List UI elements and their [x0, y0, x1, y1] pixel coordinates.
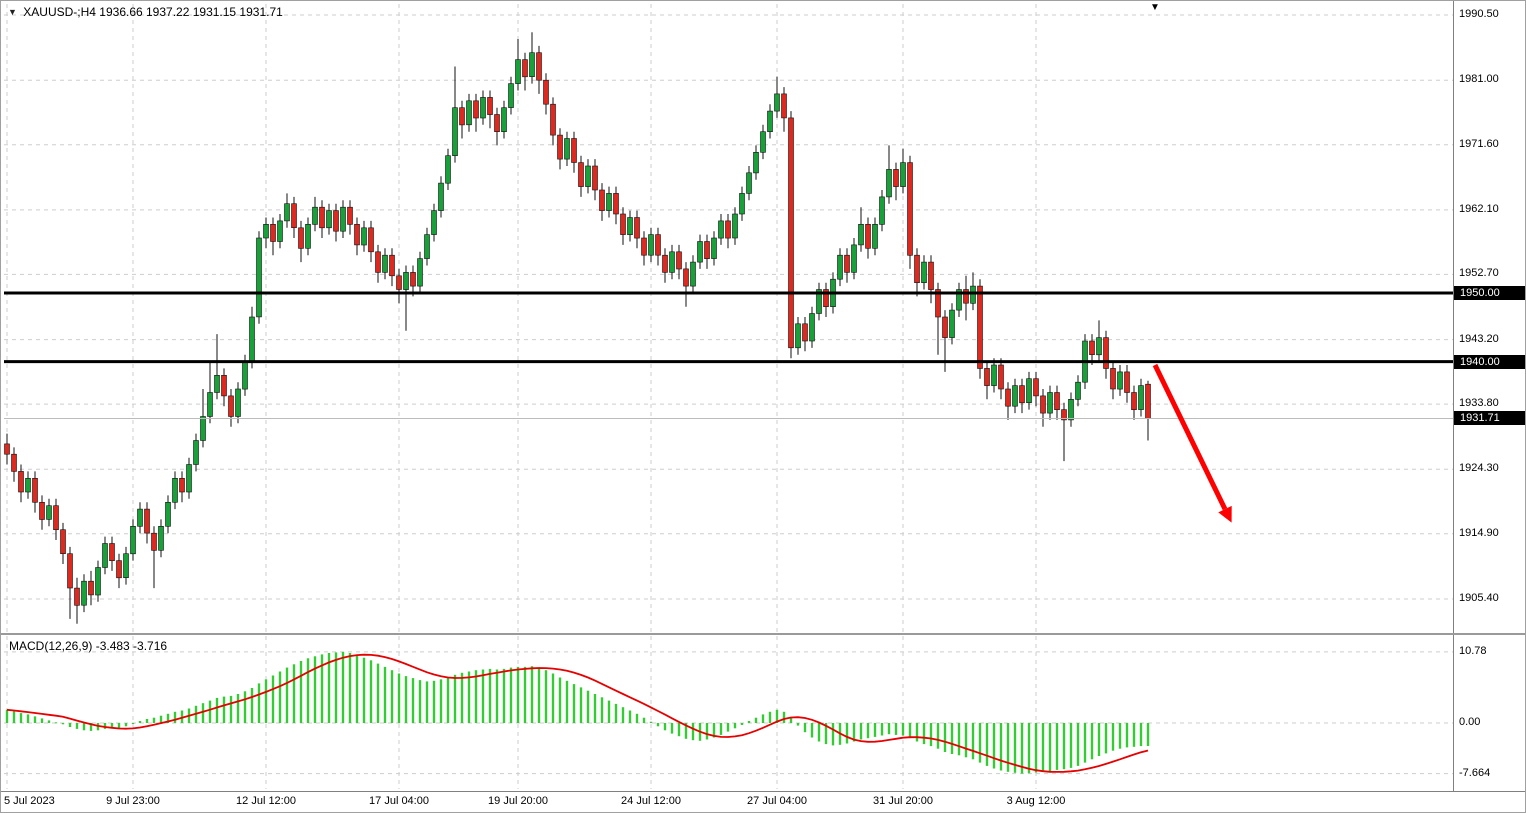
trend-arrow-annotation[interactable] [1152, 363, 1232, 523]
time-axis-border [1, 791, 1525, 792]
macd-axis-label: 0.00 [1459, 716, 1481, 728]
time-axis-label: 3 Aug 12:00 [1006, 795, 1066, 807]
time-axis-label: 27 Jul 04:00 [747, 795, 807, 807]
price-axis-border [1453, 1, 1454, 791]
level-price-badge-1940: 1940.00 [1454, 355, 1525, 369]
time-axis-label: 19 Jul 20:00 [488, 795, 548, 807]
time-axis-label: 31 Jul 20:00 [873, 795, 933, 807]
price-axis-label: 1962.10 [1459, 203, 1499, 215]
grid-layer [4, 4, 1453, 789]
time-axis-label: 5 Jul 2023 [4, 795, 55, 807]
price-axis-label: 1990.50 [1459, 8, 1499, 20]
price-axis-label: 1981.00 [1459, 73, 1499, 85]
level-lines-layer[interactable] [4, 291, 1453, 364]
candles-layer [4, 32, 1151, 624]
time-axis-label: 12 Jul 12:00 [236, 795, 296, 807]
time-axis-label: 9 Jul 23:00 [106, 795, 160, 807]
price-axis-label: 1952.70 [1459, 267, 1499, 279]
time-axis-label: 17 Jul 04:00 [369, 795, 429, 807]
chart-title: ▼ XAUUSD-;H4 1936.66 1937.22 1931.15 193… [8, 5, 283, 19]
macd-signal-line [6, 653, 1149, 773]
price-axis-label: 1914.90 [1459, 527, 1499, 539]
macd-histogram-layer [5, 652, 1150, 774]
price-axis-label: 1943.20 [1459, 333, 1499, 345]
title-marker-icon: ▼ [8, 7, 17, 17]
time-axis-label: 24 Jul 12:00 [621, 795, 681, 807]
macd-axis-label: -7.664 [1459, 767, 1491, 779]
chart-shift-marker-icon[interactable]: ▼ [1150, 2, 1160, 13]
ohlc-values: 1936.66 1937.22 1931.15 1931.71 [99, 5, 283, 19]
macd-indicator-label: MACD(12,26,9) -3.483 -3.716 [9, 639, 168, 653]
price-axis-label: 1905.40 [1459, 592, 1499, 604]
panel-separator[interactable] [1, 633, 1525, 635]
level-price-badge-1950: 1950.00 [1454, 286, 1525, 300]
price-axis-label: 1933.80 [1459, 397, 1499, 409]
price-axis-label: 1971.60 [1459, 138, 1499, 150]
current-price-badge: 1931.71 [1454, 411, 1525, 425]
price-axis-label: 1924.30 [1459, 462, 1499, 474]
symbol-period-label: XAUUSD-;H4 [23, 5, 96, 19]
macd-axis-label: 10.78 [1459, 645, 1487, 657]
